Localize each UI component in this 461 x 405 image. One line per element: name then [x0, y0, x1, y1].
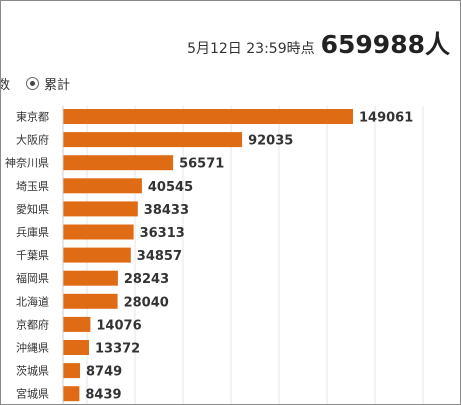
value-label: 92035	[248, 134, 293, 149]
cumulative-radio[interactable]	[26, 76, 40, 90]
value-label: 149061	[359, 111, 413, 126]
total-header: 5月12日 23:59時点 659988 人	[187, 25, 450, 65]
view-toggle: 数 累計	[1, 73, 70, 93]
bar[interactable]	[63, 270, 118, 286]
category-label: 京都府	[16, 317, 49, 331]
bar[interactable]	[63, 109, 353, 124]
category-label: 宮城県	[16, 387, 49, 401]
cumulative-option-label[interactable]: 累計	[44, 77, 71, 93]
category-label: 愛知県	[16, 202, 49, 216]
category-label: 東京都	[16, 110, 49, 124]
category-label: 千葉県	[16, 248, 49, 262]
category-label: 神奈川県	[5, 156, 49, 170]
value-label: 14076	[96, 318, 141, 333]
category-label: 兵庫県	[16, 225, 49, 239]
bar[interactable]	[63, 363, 80, 379]
timestamp: 5月12日 23:59時点	[187, 41, 315, 57]
value-label: 34857	[137, 249, 182, 264]
value-label: 38433	[144, 203, 189, 218]
total-count: 659988	[320, 30, 425, 59]
category-label: 埼玉県	[16, 179, 49, 193]
category-label: 茨城県	[16, 364, 49, 378]
daily-option-label[interactable]: 数	[1, 74, 10, 93]
value-label: 8749	[86, 365, 122, 380]
bar[interactable]	[63, 224, 134, 240]
value-label: 28040	[124, 295, 169, 310]
value-label: 36313	[140, 226, 185, 241]
bar[interactable]	[63, 293, 118, 309]
category-label: 福岡県	[16, 271, 49, 285]
bar[interactable]	[63, 247, 131, 263]
value-label: 40545	[148, 180, 193, 195]
category-label: 大阪府	[16, 133, 49, 147]
value-label: 8439	[85, 388, 121, 403]
category-label: 沖縄県	[16, 341, 49, 355]
bar[interactable]	[63, 201, 138, 217]
bar[interactable]	[63, 178, 142, 194]
bar[interactable]	[63, 316, 91, 332]
bar[interactable]	[63, 340, 89, 355]
value-label: 28243	[124, 272, 169, 287]
value-label: 56571	[179, 157, 224, 172]
bar[interactable]	[63, 132, 243, 148]
category-label: 北海道	[16, 294, 49, 308]
bar[interactable]	[63, 155, 174, 171]
value-label: 13372	[95, 342, 140, 357]
total-unit: 人	[424, 30, 450, 59]
bar[interactable]	[63, 386, 80, 402]
